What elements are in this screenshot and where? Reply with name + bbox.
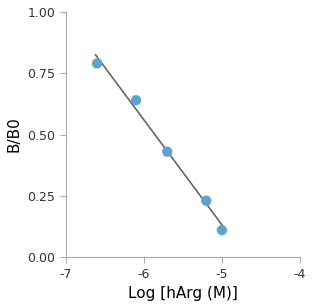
Point (219, 228, 224, 233)
X-axis label: Log [hArg (M)]: Log [hArg (M)] (128, 286, 238, 301)
Point (134, 98, 139, 103)
Point (95, 61, 100, 66)
Y-axis label: B/B0: B/B0 (7, 117, 22, 152)
Point (204, 198, 209, 203)
Point (165, 149, 170, 154)
